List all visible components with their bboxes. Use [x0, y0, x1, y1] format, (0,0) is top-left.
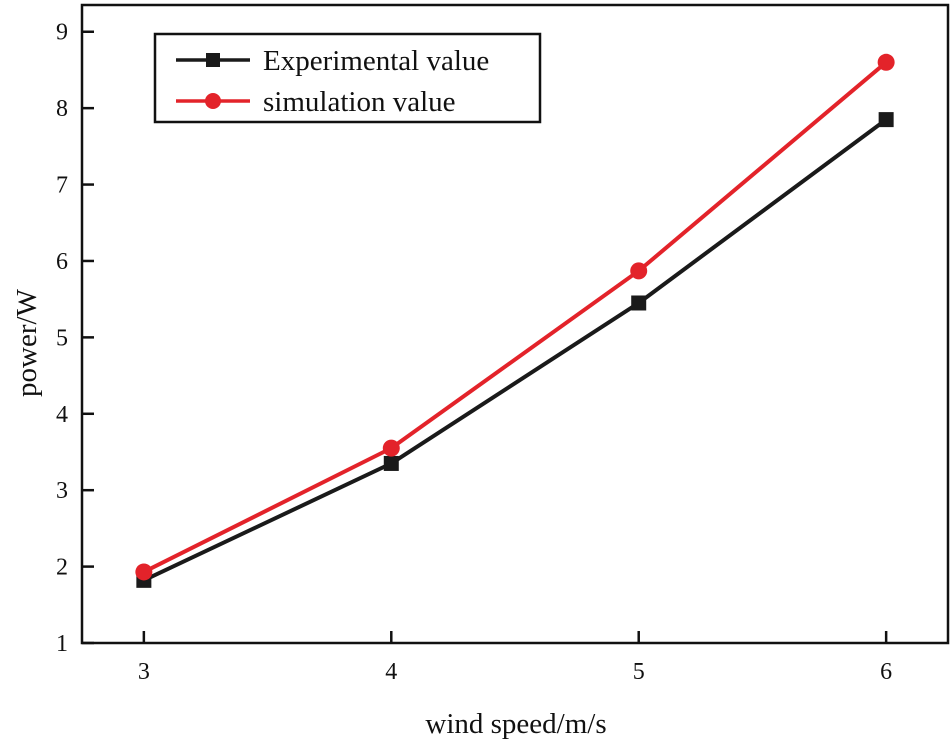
y-tick-label-2: 2: [56, 555, 68, 581]
data-point-experimental-6: [878, 112, 894, 128]
axes: 1 2 3 4 5 6 7 8 9 3 4 5 6: [56, 3, 950, 685]
data-point-experimental-5: [631, 295, 647, 311]
data-point-simulation-3: [135, 563, 153, 581]
x-tick-label-5: 5: [633, 659, 645, 685]
legend-marker-experimental: [206, 53, 220, 67]
y-axis-title: power/W: [11, 288, 43, 397]
y-tick-label-6: 6: [56, 249, 68, 275]
y-tick-label-4: 4: [56, 402, 68, 428]
y-tick-label-8: 8: [56, 96, 68, 122]
data-point-simulation-6: [877, 53, 895, 71]
plot-frame: [80, 3, 950, 645]
y-tick-label-5: 5: [56, 325, 68, 351]
y-tick-label-3: 3: [56, 478, 68, 504]
series-line-simulation: [142, 60, 888, 574]
x-tick-label-6: 6: [880, 659, 892, 685]
legend-marker-simulation: [205, 93, 221, 109]
legend: Experimental value simulation value: [153, 32, 542, 124]
data-point-simulation-5: [630, 262, 648, 280]
legend-box: [153, 32, 542, 124]
x-tick-label-4: 4: [385, 659, 397, 685]
series-layer: [135, 53, 895, 588]
x-axis-title: wind speed/m/s: [425, 708, 606, 740]
y-tick-label-7: 7: [56, 173, 68, 199]
y-tick-label-9: 9: [56, 20, 68, 46]
x-tick-label-3: 3: [138, 659, 150, 685]
legend-label-simulation: simulation value: [263, 86, 456, 118]
data-point-experimental-4: [383, 455, 399, 471]
legend-label-experimental: Experimental value: [263, 45, 489, 77]
data-point-simulation-4: [382, 439, 400, 457]
series-line-experimental: [143, 118, 888, 583]
y-tick-label-1: 1: [56, 631, 68, 657]
